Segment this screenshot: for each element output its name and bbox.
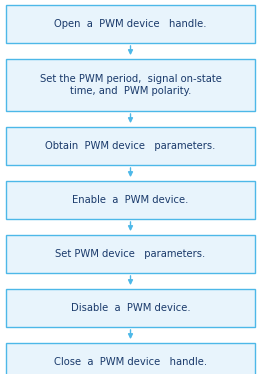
Text: Enable  a  PWM device.: Enable a PWM device. (72, 195, 189, 205)
FancyBboxPatch shape (6, 235, 255, 273)
FancyBboxPatch shape (6, 59, 255, 111)
Text: Set the PWM period,  signal on-state
time, and  PWM polarity.: Set the PWM period, signal on-state time… (40, 74, 221, 96)
FancyBboxPatch shape (6, 343, 255, 374)
Text: Obtain  PWM device   parameters.: Obtain PWM device parameters. (45, 141, 216, 151)
Text: Set PWM device   parameters.: Set PWM device parameters. (55, 249, 206, 259)
Text: Close  a  PWM device   handle.: Close a PWM device handle. (54, 357, 207, 367)
FancyBboxPatch shape (6, 181, 255, 219)
FancyBboxPatch shape (6, 5, 255, 43)
FancyBboxPatch shape (6, 289, 255, 327)
Text: Open  a  PWM device   handle.: Open a PWM device handle. (54, 19, 207, 29)
FancyBboxPatch shape (6, 127, 255, 165)
Text: Disable  a  PWM device.: Disable a PWM device. (71, 303, 190, 313)
